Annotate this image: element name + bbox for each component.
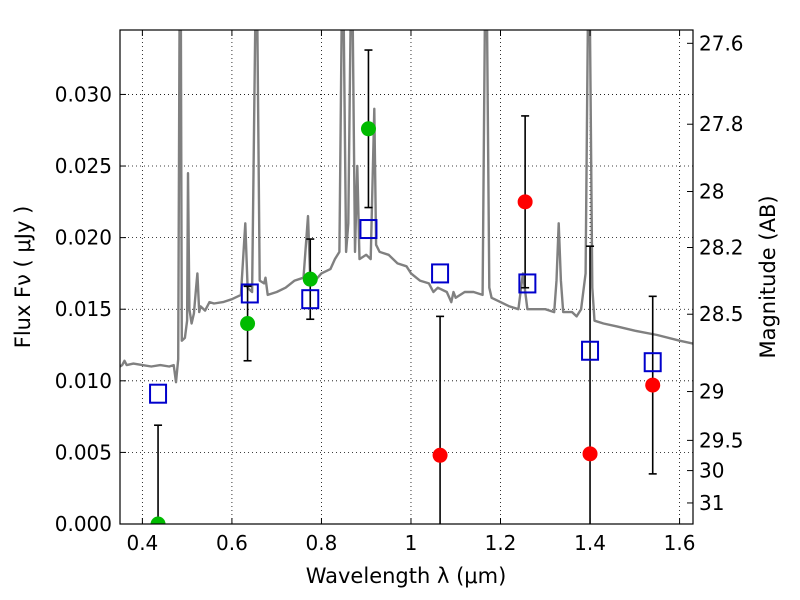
right-tick-label: 27.6 (699, 31, 744, 55)
right-tick-label: 30 (699, 459, 724, 483)
right-tick-label: 29 (699, 380, 724, 404)
model-band-marker (581, 340, 600, 361)
detection-marker (360, 121, 376, 137)
detection-marker (150, 516, 166, 524)
y-axis-label: Flux Fν ( μJy ) (11, 206, 35, 349)
right-tick-label: 29.5 (699, 428, 744, 452)
x-tick-label: 1 (405, 531, 418, 555)
model-band-marker (149, 383, 168, 404)
y-tick-label: 0.020 (55, 226, 112, 250)
y-tick-label: 0.025 (55, 154, 112, 178)
right-tick-label: 28 (699, 180, 724, 204)
model-spectrum-line (120, 30, 693, 384)
data-markers (149, 121, 662, 524)
model-band-marker (301, 289, 320, 310)
y-tick-label: 0.005 (55, 440, 112, 464)
model-band-marker (518, 273, 537, 294)
upper-limit-marker (432, 447, 448, 463)
y-tick-label: 0.015 (55, 297, 112, 321)
y-tick-label: 0.030 (55, 82, 112, 106)
model-band-marker (643, 352, 662, 373)
x-tick-label: 1.4 (574, 531, 606, 555)
axis-ticks: 0.4 0.6 0.8 1 1.2 1.4 1.6 0.000 0.005 0.010 0.015 0… (55, 30, 744, 555)
x-tick-label: 0.8 (306, 531, 338, 555)
x-tick-label: 0.4 (126, 531, 158, 555)
right-axis-label: Magnitude (AB) (756, 195, 780, 358)
detection-marker (302, 271, 318, 287)
detection-marker (240, 316, 256, 332)
axis-labels: Wavelength λ (μm) Flux Fν ( μJy ) Magnit… (11, 195, 780, 588)
right-tick-label: 27.8 (699, 112, 744, 136)
right-tick-label: 28.2 (699, 236, 744, 260)
right-tick-label: 31 (699, 491, 724, 515)
error-bars (154, 49, 657, 524)
plot-frame (119, 29, 694, 525)
model-spectrum (120, 30, 693, 384)
right-tick-label: 28.5 (699, 302, 744, 326)
x-tick-label: 1.2 (485, 531, 517, 555)
upper-limit-marker (582, 446, 598, 462)
model-band-marker (240, 283, 259, 304)
model-band-marker (359, 219, 378, 240)
upper-limit-marker (517, 194, 533, 210)
x-tick-label: 1.6 (664, 531, 696, 555)
y-tick-label: 0.000 (55, 512, 112, 536)
x-tick-label: 0.6 (216, 531, 248, 555)
y-tick-label: 0.010 (55, 369, 112, 393)
upper-limit-marker (645, 377, 661, 393)
model-band-marker (431, 263, 450, 284)
x-axis-label: Wavelength λ (μm) (306, 564, 507, 588)
